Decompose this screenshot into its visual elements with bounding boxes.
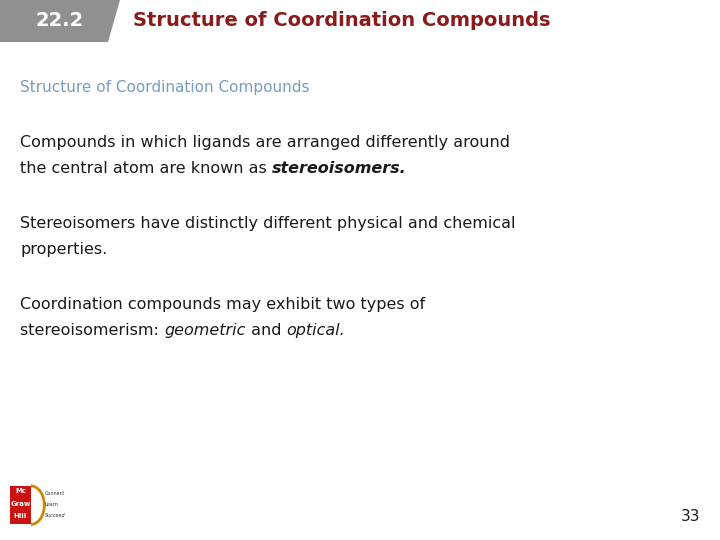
Text: stereoisomerism:: stereoisomerism: bbox=[20, 323, 164, 338]
Text: and: and bbox=[246, 323, 286, 338]
Text: the central atom are known as: the central atom are known as bbox=[20, 161, 272, 176]
Text: Coordination compounds may exhibit two types of: Coordination compounds may exhibit two t… bbox=[20, 297, 426, 312]
Text: 33: 33 bbox=[680, 509, 700, 524]
Text: Compounds in which ligands are arranged differently around: Compounds in which ligands are arranged … bbox=[20, 135, 510, 150]
Text: geometric: geometric bbox=[164, 323, 246, 338]
Text: Learn: Learn bbox=[45, 502, 58, 507]
Text: Structure of Coordination Compounds: Structure of Coordination Compounds bbox=[20, 80, 310, 95]
Text: Hill: Hill bbox=[14, 513, 27, 519]
Text: Graw: Graw bbox=[10, 501, 31, 507]
Text: properties.: properties. bbox=[20, 242, 107, 257]
Text: Stereoisomers have distinctly different physical and chemical: Stereoisomers have distinctly different … bbox=[20, 216, 516, 231]
Text: 22.2: 22.2 bbox=[35, 11, 84, 30]
Text: stereoisomers.: stereoisomers. bbox=[272, 161, 407, 176]
FancyBboxPatch shape bbox=[10, 486, 31, 524]
Text: Succeed: Succeed bbox=[45, 512, 66, 517]
Text: Connect: Connect bbox=[45, 491, 65, 496]
Text: optical.: optical. bbox=[286, 323, 345, 338]
Text: Structure of Coordination Compounds: Structure of Coordination Compounds bbox=[133, 11, 551, 30]
Text: Mc: Mc bbox=[15, 488, 26, 494]
